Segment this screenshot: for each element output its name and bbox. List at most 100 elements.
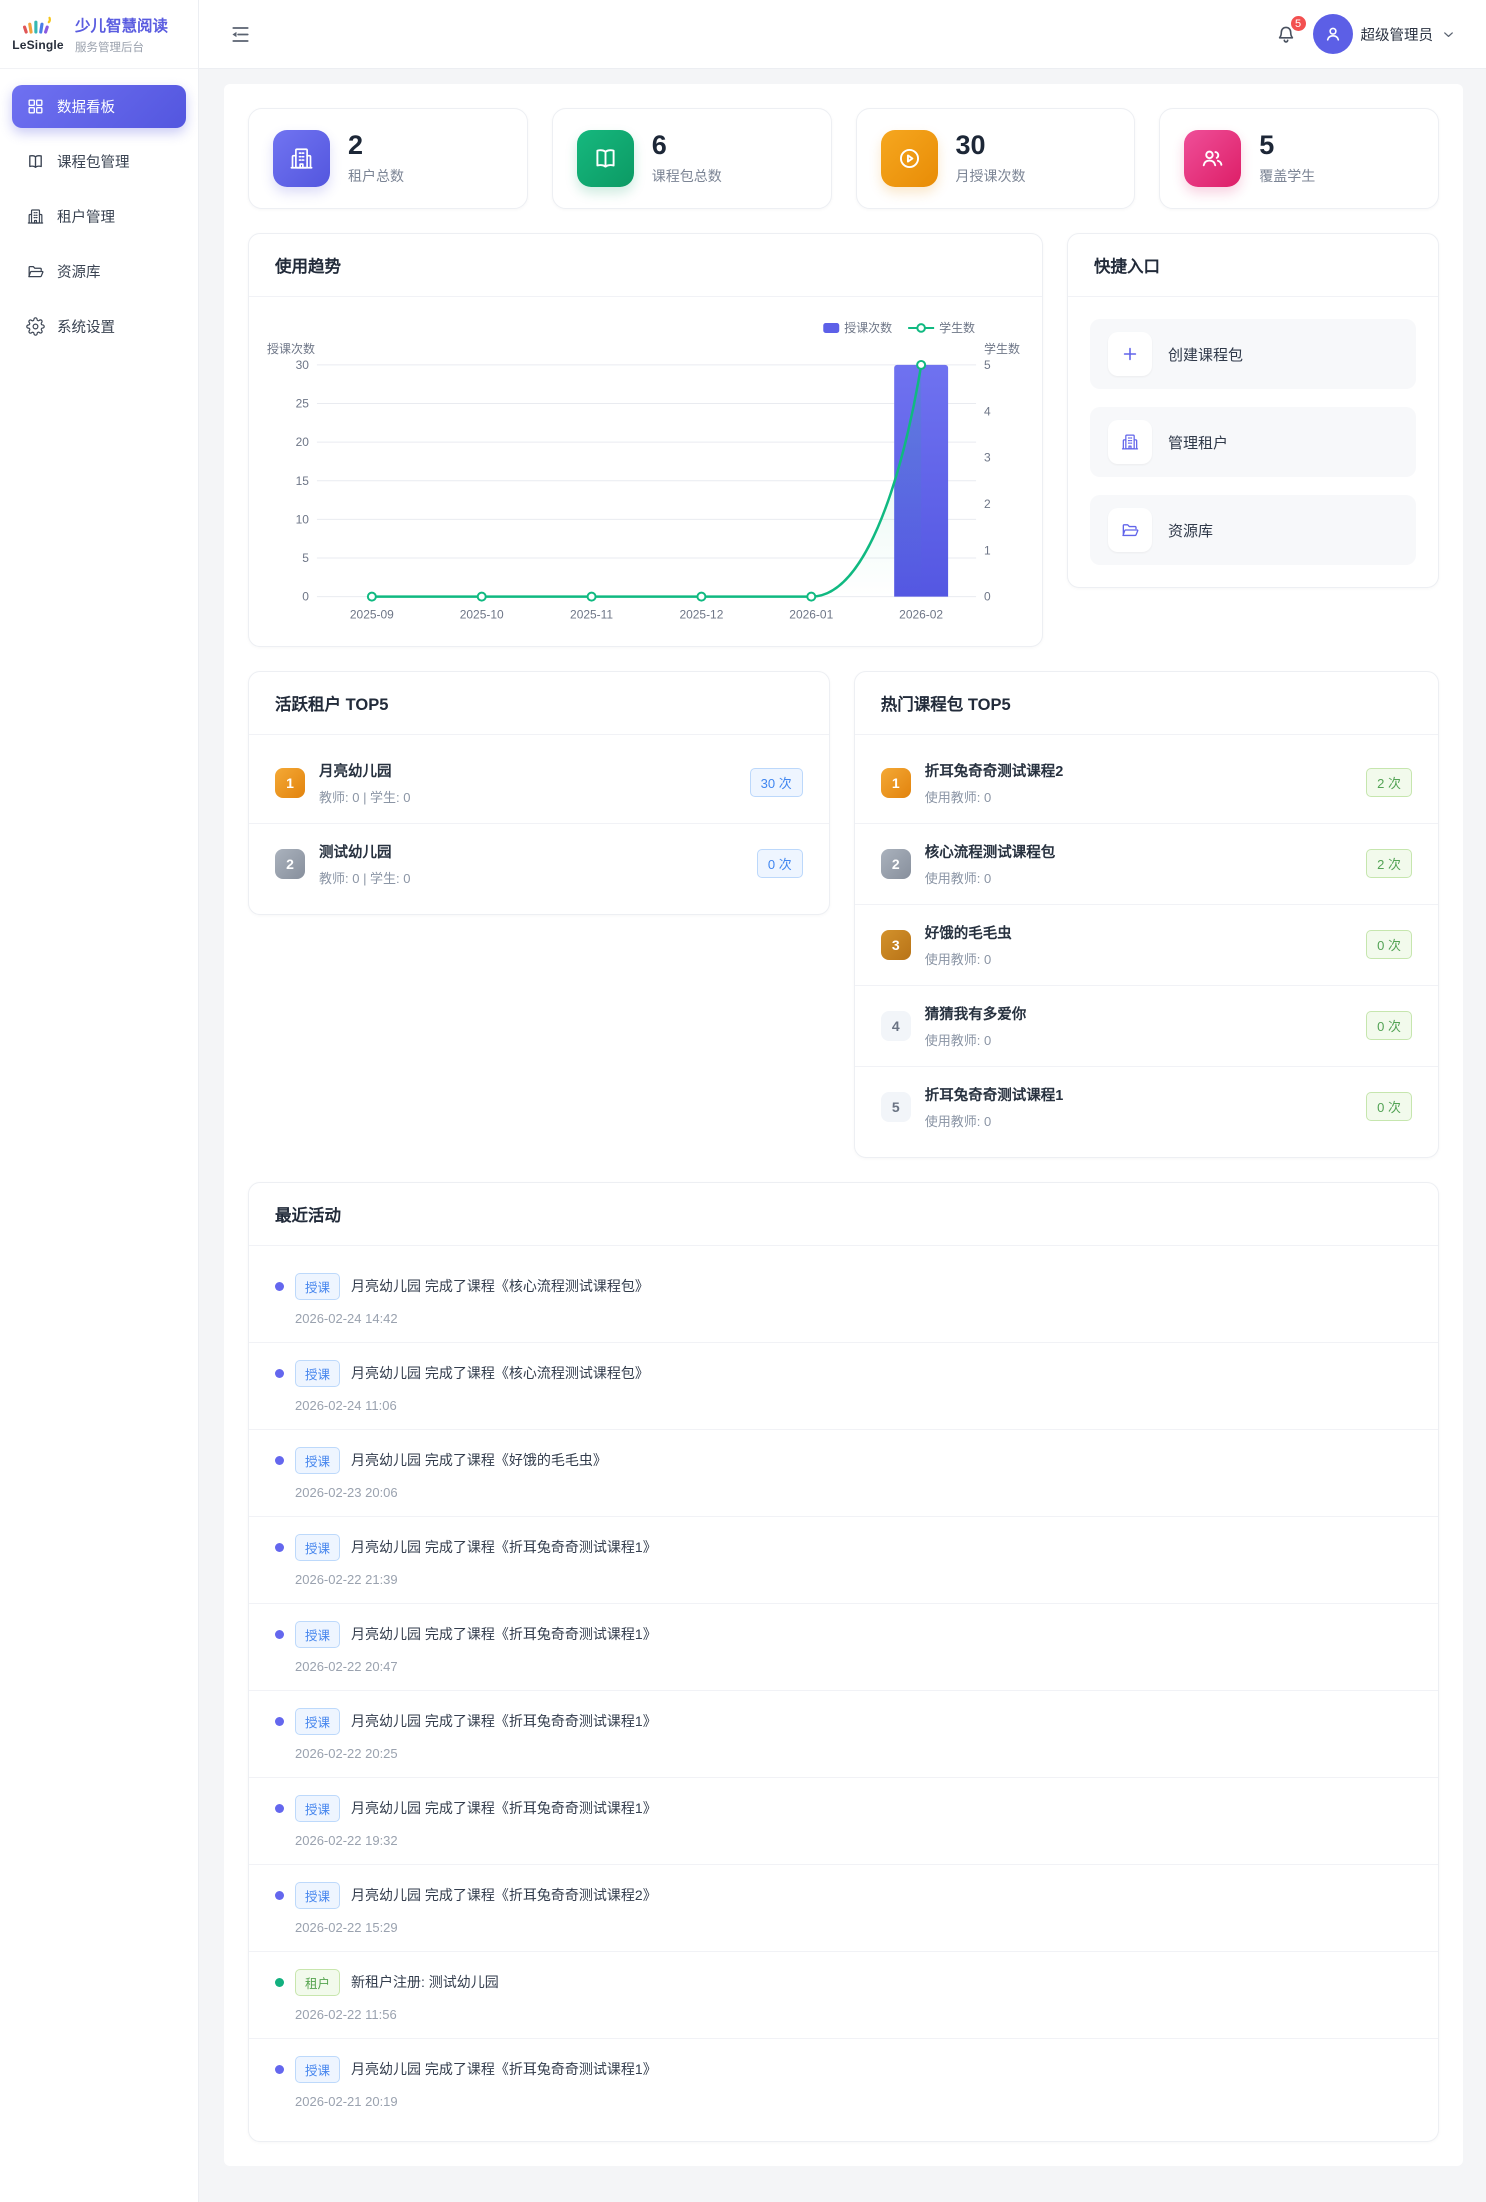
activity-item: 授课 月亮幼儿园 完成了课程《折耳兔奇奇测试课程1》 2026-02-21 20… — [249, 2037, 1438, 2125]
main-area: 5 超级管理员 — [199, 0, 1486, 2202]
trend-line-marker — [696, 591, 707, 602]
gear-icon — [26, 317, 45, 336]
usage-trend-chart-container: 0 5 10 15 20 25 30 0 1 2 3 4 5 2025-09 2025-10 2025-11 2… — [249, 297, 1042, 646]
activity-text: 月亮幼儿园 完成了课程《折耳兔奇奇测试课程1》 — [351, 1539, 657, 1556]
activity-item: 租户 新租户注册: 测试幼儿园 2026-02-22 11:56 — [249, 1950, 1438, 2038]
activity-item: 授课 月亮幼儿园 完成了课程《核心流程测试课程包》 2026-02-24 11:… — [249, 1341, 1438, 1429]
item-meta: 教师: 0 | 学生: 0 — [319, 870, 411, 886]
stat-card-3: 5 覆盖学生 — [1159, 108, 1439, 209]
left-axis-name: 授课次数 — [267, 341, 315, 356]
quick-links-title: 快捷入口 — [1068, 234, 1438, 297]
activity-tag: 授课 — [295, 1794, 341, 1822]
quick-link-1[interactable]: 管理租户 — [1090, 407, 1416, 477]
hot-packages-card: 热门课程包 TOP5 1 折耳兔奇奇测试课程2 使用教师: 0 2 次 2 核心… — [853, 670, 1439, 1158]
sidebar-item-settings[interactable]: 系统设置 — [12, 305, 186, 348]
list-item: 2 核心流程测试课程包 使用教师: 0 2 次 — [854, 822, 1438, 904]
item-texts: 测试幼儿园 教师: 0 | 学生: 0 — [319, 841, 411, 887]
rank-badge: 5 — [880, 1091, 911, 1122]
count-badge: 0 次 — [1366, 1092, 1412, 1122]
activity-line: 授课 月亮幼儿园 完成了课程《折耳兔奇奇测试课程1》 — [275, 1620, 1412, 1648]
chart-legend[interactable]: 授课次数 学生数 — [823, 320, 975, 335]
svg-text:0: 0 — [984, 590, 991, 604]
quick-link-2[interactable]: 资源库 — [1090, 495, 1416, 565]
building-icon — [1108, 420, 1152, 464]
item-name: 折耳兔奇奇测试课程2 — [924, 763, 1064, 780]
count-badge: 30 次 — [749, 768, 803, 798]
activity-text: 月亮幼儿园 完成了课程《折耳兔奇奇测试课程1》 — [351, 1713, 657, 1730]
svg-text:4: 4 — [984, 404, 991, 418]
item-name: 折耳兔奇奇测试课程1 — [924, 1087, 1064, 1104]
usage-trend-title: 使用趋势 — [249, 234, 1042, 297]
folder-icon — [1108, 508, 1152, 552]
hot-packages-title: 热门课程包 TOP5 — [854, 672, 1438, 735]
activity-time: 2026-02-22 21:39 — [295, 1571, 398, 1587]
dashboard-panel: 2 租户总数 6 课程包总数 30 月授课次数 5 覆盖学生 — [224, 84, 1463, 2166]
rank-badge: 3 — [880, 929, 911, 960]
bell-icon — [1278, 26, 1293, 43]
svg-text:0: 0 — [302, 590, 309, 604]
sidebar-item-resources[interactable]: 资源库 — [12, 250, 186, 293]
item-texts: 猜猜我有多爱你 使用教师: 0 — [925, 1003, 1027, 1049]
trend-line-marker — [476, 591, 487, 602]
activity-dot-icon — [275, 1542, 284, 1552]
activity-dot-icon — [275, 1716, 284, 1726]
svg-text:25: 25 — [296, 397, 310, 411]
svg-text:2025-10: 2025-10 — [460, 608, 504, 622]
quick-link-0[interactable]: 创建课程包 — [1090, 319, 1416, 389]
sidebar-item-tenants[interactable]: 租户管理 — [12, 195, 186, 238]
stat-value: 6 — [651, 130, 667, 161]
activity-tag: 授课 — [295, 2055, 341, 2083]
item-name: 核心流程测试课程包 — [924, 844, 1056, 861]
topbar: 5 超级管理员 — [199, 0, 1486, 69]
stat-texts: 30 月授课次数 — [956, 131, 1026, 185]
svg-text:2025-12: 2025-12 — [679, 608, 723, 622]
activity-dot-icon — [275, 1368, 284, 1378]
item-texts: 折耳兔奇奇测试课程2 使用教师: 0 — [925, 760, 1064, 806]
item-name: 猜猜我有多爱你 — [924, 1006, 1027, 1023]
svg-text:2026-01: 2026-01 — [789, 608, 833, 622]
brand-logo: LeSingle — [10, 16, 66, 52]
activity-line: 授课 月亮幼儿园 完成了课程《折耳兔奇奇测试课程1》 — [275, 1794, 1412, 1822]
sidebar-collapse-button[interactable] — [229, 23, 252, 46]
count-badge: 0 次 — [1366, 1011, 1412, 1041]
activity-line: 授课 月亮幼儿园 完成了课程《好饿的毛毛虫》 — [275, 1446, 1412, 1474]
activity-tag: 租户 — [295, 1968, 341, 1996]
sidebar-item-label: 数据看板 — [57, 100, 115, 116]
user-menu[interactable]: 超级管理员 — [1312, 14, 1457, 54]
activity-text: 月亮幼儿园 完成了课程《核心流程测试课程包》 — [351, 1365, 649, 1382]
stat-card-0: 2 租户总数 — [248, 108, 528, 209]
item-texts: 折耳兔奇奇测试课程1 使用教师: 0 — [925, 1084, 1064, 1130]
usage-trend-chart: 0 5 10 15 20 25 30 0 1 2 3 4 5 2025-09 2025-10 2025-11 2… — [267, 320, 1020, 622]
row-trend-quick: 使用趋势 0 5 10 15 20 25 30 0 1 2 3 4 5 2025-09 2025-10 202… — [248, 233, 1439, 647]
activity-item: 授课 月亮幼儿园 完成了课程《折耳兔奇奇测试课程2》 2026-02-22 15… — [249, 1863, 1438, 1951]
user-name: 超级管理员 — [1360, 27, 1434, 44]
notification-bell-button[interactable]: 5 — [1274, 14, 1308, 46]
sidebar-item-label: 系统设置 — [57, 320, 115, 336]
activity-dot-icon — [275, 1890, 284, 1900]
sidebar-item-packages[interactable]: 课程包管理 — [12, 140, 186, 183]
activity-line: 授课 月亮幼儿园 完成了课程《折耳兔奇奇测试课程1》 — [275, 1707, 1412, 1735]
svg-text:10: 10 — [296, 512, 310, 526]
plus-icon — [1108, 332, 1152, 376]
count-badge: 2 次 — [1366, 849, 1412, 879]
stat-label: 课程包总数 — [651, 167, 722, 184]
item-meta: 教师: 0 | 学生: 0 — [319, 789, 411, 805]
svg-text:授课次数: 授课次数 — [844, 320, 892, 335]
building-icon — [26, 207, 45, 226]
dashboard-icon — [26, 97, 45, 116]
activity-line: 授课 月亮幼儿园 完成了课程《核心流程测试课程包》 — [275, 1272, 1412, 1300]
chevron-down-icon — [1444, 31, 1453, 37]
sidebar-item-dashboard[interactable]: 数据看板 — [12, 85, 186, 128]
person-icon — [1326, 27, 1339, 41]
right-axis-name: 学生数 — [984, 341, 1020, 356]
item-texts: 好饿的毛毛虫 使用教师: 0 — [925, 922, 1012, 968]
svg-text:15: 15 — [296, 474, 310, 488]
activity-time: 2026-02-22 15:29 — [295, 1919, 398, 1935]
item-texts: 月亮幼儿园 教师: 0 | 学生: 0 — [319, 760, 411, 806]
activity-time: 2026-02-22 19:32 — [295, 1832, 398, 1848]
activity-dot-icon — [275, 1455, 284, 1465]
activity-line: 授课 月亮幼儿园 完成了课程《折耳兔奇奇测试课程1》 — [275, 2055, 1412, 2083]
activity-dot-icon — [275, 1629, 284, 1639]
activity-text: 新租户注册: 测试幼儿园 — [351, 1974, 499, 1991]
activity-dot-icon — [275, 1977, 284, 1987]
